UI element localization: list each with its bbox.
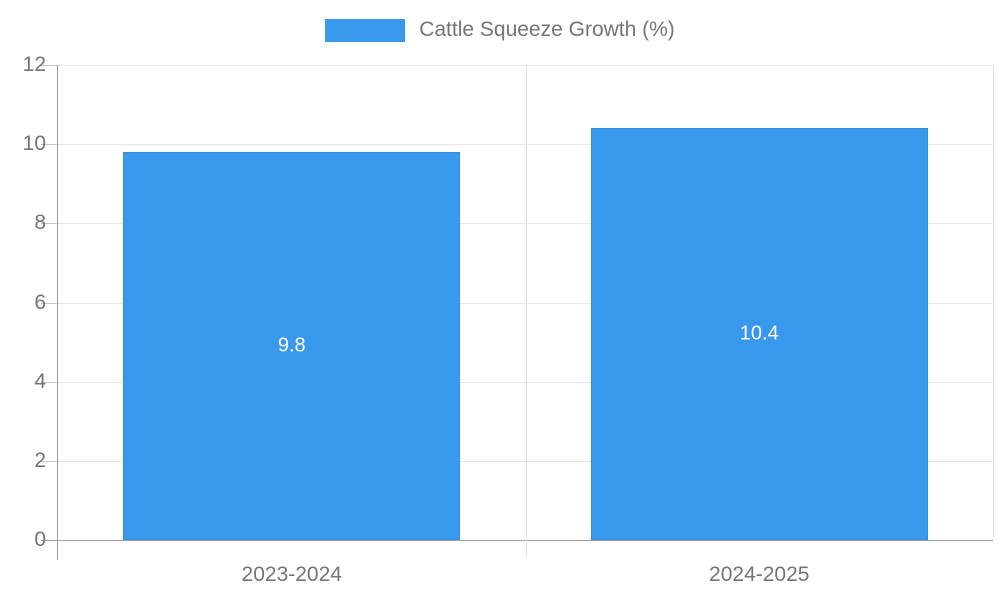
bar-2023-2024 [123, 152, 461, 540]
y-axis-tick-label: 4 [34, 369, 46, 393]
y-tick-mark [41, 144, 58, 146]
y-tick-mark [41, 540, 58, 541]
bar-value-label: 9.8 [277, 334, 306, 357]
legend: Cattle Squeeze Growth (%) [0, 18, 1000, 42]
x-axis-category-label: 2024-2025 [709, 563, 810, 586]
y-axis-tick-label: 10 [22, 132, 46, 156]
x-axis-category-label: 2023-2024 [241, 563, 342, 586]
y-axis-tick-label: 0 [34, 528, 46, 551]
bar-2024-2025 [590, 128, 928, 540]
y-axis-tick-label: 8 [34, 211, 46, 235]
bar-value-label: 10.4 [739, 322, 779, 345]
plot-area: 9.8 2023-2024 10.4 2024-2025 [41, 65, 994, 586]
y-axis-tick-label: 6 [34, 290, 46, 314]
y-axis-line [57, 65, 58, 560]
y-tick-mark [41, 381, 58, 383]
plot-right-border [993, 65, 994, 540]
y-axis-tick-label: 2 [34, 448, 46, 472]
y-tick-mark [41, 302, 58, 304]
y-tick-mark [41, 65, 58, 66]
legend-swatch-icon [325, 18, 406, 42]
y-axis-tick-label: 12 [22, 53, 46, 76]
y-tick-mark [41, 223, 58, 225]
legend-label: Cattle Squeeze Growth (%) [419, 18, 675, 41]
category-divider-line [525, 65, 527, 557]
y-tick-mark [41, 460, 58, 462]
